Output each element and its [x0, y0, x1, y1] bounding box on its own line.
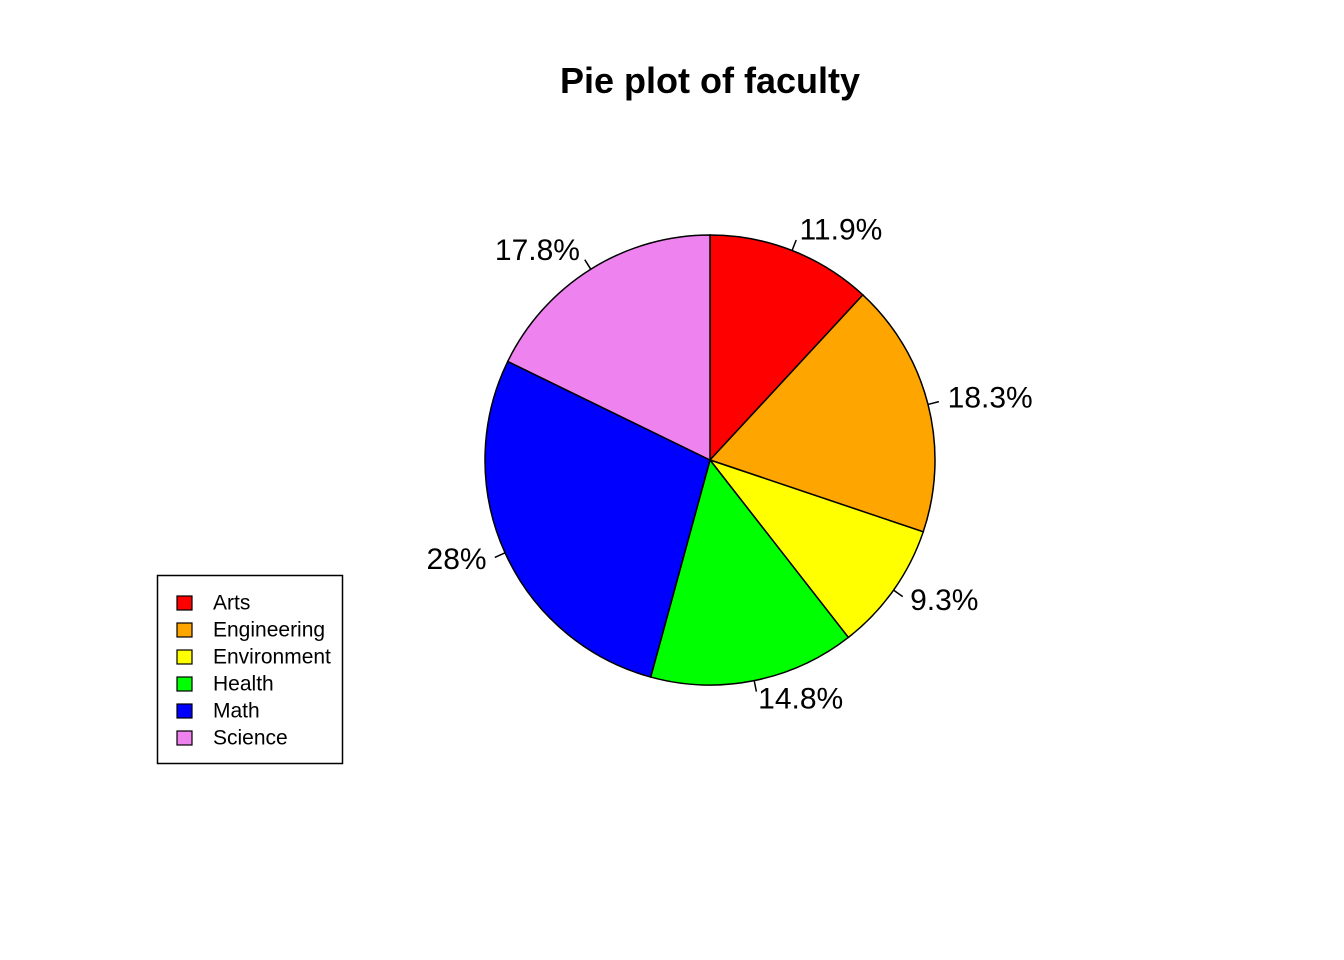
- legend-items: Arts Engineering Environment Health Math Scie…: [176, 592, 331, 750]
- legend-label-math: Math: [213, 700, 260, 723]
- label-tick-science: [584, 259, 592, 270]
- legend-swatch-environment: [176, 649, 193, 665]
- pie-slice-engineering: [708, 293, 936, 533]
- slice-label-health: 14.8%: [758, 682, 843, 715]
- label-tick-engineering: [927, 400, 940, 406]
- legend-label-environment: Environment: [213, 646, 331, 669]
- slice-label-science: 17.8%: [495, 234, 580, 267]
- pie-slices: [484, 234, 936, 686]
- label-tick-health: [753, 680, 758, 692]
- legend-swatch-science: [176, 730, 193, 746]
- legend-label-science: Science: [213, 727, 288, 750]
- legend-swatch-arts: [176, 595, 193, 611]
- legend-swatch-engineering: [176, 622, 193, 638]
- pie-labels: 11.9% 18.3% 9.3% 14.8% 28% 17.8%: [427, 214, 1033, 716]
- legend-swatch-math: [176, 703, 193, 719]
- slice-label-environment: 9.3%: [910, 584, 978, 617]
- slice-label-engineering: 18.3%: [948, 381, 1033, 414]
- chart-title: Pie plot of faculty: [560, 60, 860, 101]
- label-tick-math: [494, 552, 506, 559]
- slice-label-math: 28%: [427, 543, 487, 576]
- pie-slice-math: [484, 360, 711, 678]
- legend-label-arts: Arts: [213, 592, 250, 615]
- label-tick-environment: [893, 589, 904, 598]
- slice-label-arts: 11.9%: [799, 214, 882, 247]
- label-tick-arts: [791, 239, 797, 251]
- legend-label-health: Health: [213, 673, 274, 696]
- pie-slice-environment: [707, 458, 925, 639]
- legend-label-engineering: Engineering: [213, 619, 325, 642]
- legend: Arts Engineering Environment Health Math Scie…: [156, 574, 344, 765]
- legend-swatch-health: [176, 676, 193, 692]
- pie-slice-health: [649, 458, 850, 686]
- pie-slice-science: [506, 234, 711, 462]
